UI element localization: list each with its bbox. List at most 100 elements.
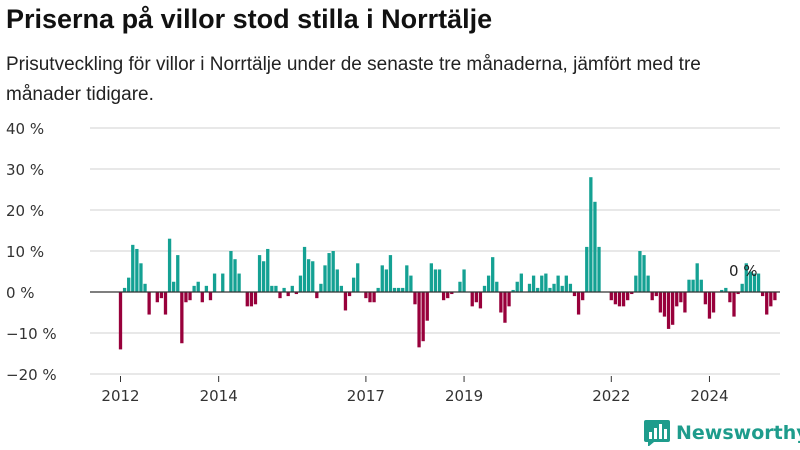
bar (294, 292, 299, 295)
bar (626, 292, 630, 301)
bar (536, 287, 540, 292)
x-tick-label: 2024 (690, 387, 728, 405)
bar (122, 287, 127, 292)
bar (744, 263, 748, 292)
bar (221, 273, 225, 292)
bar (356, 263, 360, 292)
x-axis-ticks: 2012 2014 2017 2019 2022 2024 (101, 376, 729, 405)
bar (401, 287, 405, 292)
bar (139, 263, 143, 292)
bar (155, 292, 159, 303)
bar (163, 292, 168, 315)
bar (176, 255, 180, 292)
bar (433, 269, 438, 292)
bar (311, 261, 315, 292)
bar (159, 292, 164, 299)
bar (413, 292, 417, 305)
bar (188, 292, 192, 301)
bar (621, 292, 626, 307)
bar (302, 246, 307, 292)
y-tick-label: −10 % (6, 325, 57, 343)
bar (760, 292, 765, 297)
bar (290, 285, 294, 292)
bar (769, 292, 773, 307)
bar (315, 292, 319, 299)
y-tick-label: 40 % (6, 120, 44, 138)
bar (732, 292, 736, 317)
bar (446, 292, 450, 299)
bar (339, 285, 344, 292)
bar (548, 287, 552, 292)
bar (347, 292, 352, 297)
bar (396, 287, 401, 292)
bar (143, 283, 147, 292)
bar (679, 292, 683, 303)
bar (212, 273, 217, 292)
bar (544, 273, 548, 292)
bar (167, 238, 172, 292)
bar (474, 292, 478, 303)
bar (683, 292, 687, 313)
y-tick-label: −20 % (6, 366, 57, 384)
bar (527, 283, 532, 292)
bar (589, 177, 593, 292)
bar (630, 292, 634, 295)
bar (470, 292, 474, 307)
bar (642, 255, 646, 292)
newsworthy-logo-text: Newsworthy (676, 422, 800, 444)
bar (568, 283, 573, 292)
bar (531, 275, 536, 292)
bar (666, 292, 671, 329)
bar (270, 285, 274, 292)
bar (552, 283, 556, 292)
bar (556, 275, 560, 292)
bar (351, 277, 356, 292)
bar (581, 292, 585, 301)
end-value-label: 0 % (729, 262, 758, 280)
bar (691, 279, 695, 292)
bar (687, 279, 691, 292)
bar (662, 292, 667, 317)
bar (458, 281, 462, 292)
bar (609, 292, 613, 301)
bar (184, 292, 188, 303)
bar (650, 292, 654, 301)
bar (417, 292, 421, 348)
bar (204, 285, 209, 292)
bar (286, 292, 290, 297)
bar (208, 292, 213, 301)
bar (564, 275, 568, 292)
bar (576, 292, 581, 315)
bar (343, 292, 348, 311)
bar (392, 287, 397, 292)
bar (323, 265, 327, 292)
y-tick-label: 20 % (6, 202, 44, 220)
bar (724, 287, 728, 292)
x-tick-label: 2014 (200, 387, 238, 405)
bar (196, 281, 200, 292)
bars (118, 177, 777, 350)
bar (127, 277, 131, 292)
bar (511, 289, 515, 292)
bar (462, 269, 466, 292)
bar (298, 275, 303, 292)
bar (335, 269, 339, 292)
bar (707, 292, 712, 319)
bar (740, 283, 744, 292)
x-tick-label: 2017 (347, 387, 385, 405)
bar (765, 292, 769, 315)
bar (703, 292, 708, 305)
bar (372, 292, 376, 303)
x-tick-label: 2019 (445, 387, 483, 405)
bar (331, 251, 335, 292)
y-tick-label: 0 % (6, 284, 35, 302)
bar (384, 269, 388, 292)
bar (278, 292, 282, 299)
bar (192, 285, 196, 292)
bar (233, 259, 237, 292)
bar (253, 292, 258, 305)
bar (499, 292, 503, 313)
bar (306, 259, 311, 292)
bar (711, 292, 716, 313)
bar (237, 273, 241, 292)
